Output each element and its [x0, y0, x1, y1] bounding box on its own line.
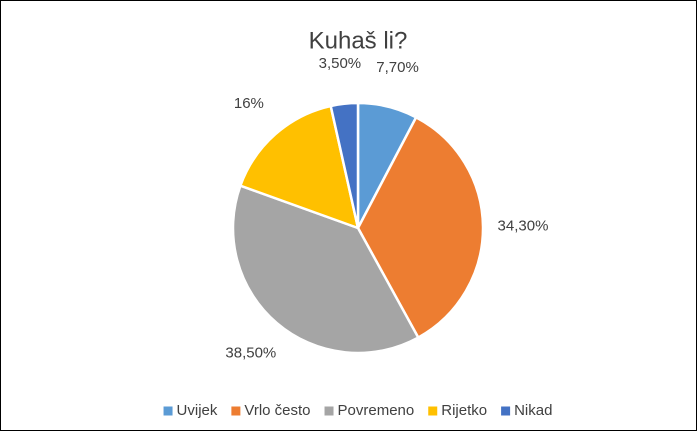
pie-slice [238, 104, 360, 230]
pie-slice [329, 101, 360, 229]
data-label: 7,70% [376, 59, 419, 76]
legend-label: Nikad [514, 402, 552, 419]
data-label: 34,30% [498, 217, 549, 234]
legend-swatch [501, 406, 511, 416]
legend-swatch [428, 406, 438, 416]
legend-label: Povremeno [338, 402, 415, 419]
legend-swatch [324, 406, 334, 416]
data-label: 38,50% [225, 344, 276, 361]
legend-label: Rijetko [441, 402, 487, 419]
data-label: 3,50% [319, 55, 362, 72]
data-label: 16% [234, 95, 264, 112]
chart-title: Kuhaš li? [309, 27, 408, 54]
pie-slice [231, 184, 420, 355]
legend-label: Uvijek [177, 402, 218, 419]
legend-swatch [163, 406, 173, 416]
legend-swatch [231, 406, 241, 416]
legend-label: Vrlo često [244, 402, 310, 419]
